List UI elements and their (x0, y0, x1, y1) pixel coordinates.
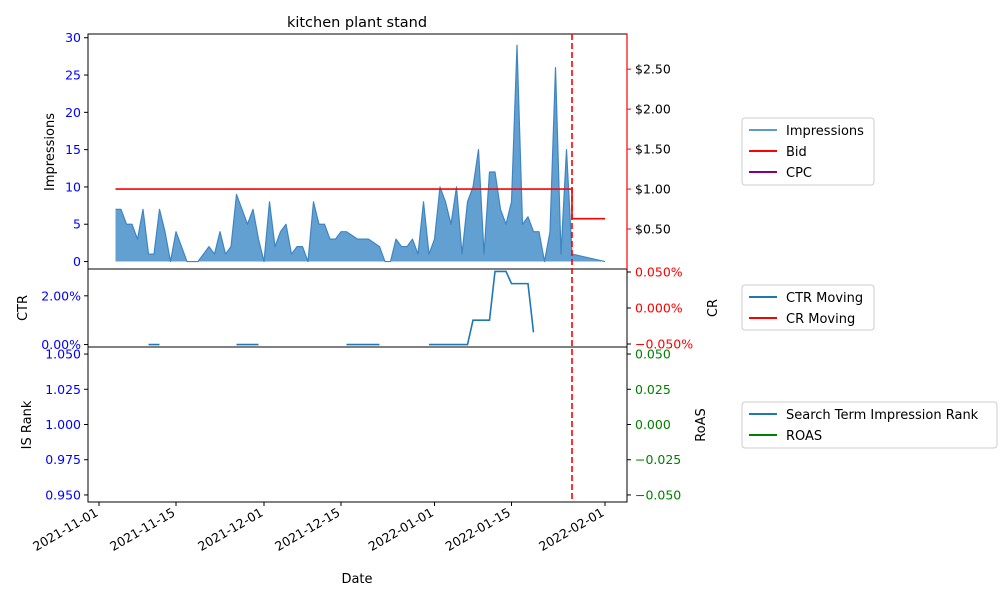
x-tick-label: 2021-11-15 (107, 505, 177, 554)
top-ytick-label: 30 (65, 30, 81, 45)
legend-impressions-label: Impressions (786, 124, 864, 139)
top-ytick-label: 0 (73, 254, 81, 269)
bottom-plot-frame (87, 346, 628, 503)
bottom-right-ytick-label: −0.050 (635, 487, 681, 502)
legend-bottom: Search Term Impression Rank ROAS (741, 401, 998, 449)
top-right-ytick-label: $2.50 (635, 62, 671, 77)
top-right-ytick-label: $1.00 (635, 182, 671, 197)
top-right-ytick-label: $1.50 (635, 142, 671, 157)
middle-right-ytick-label: 0.050% (635, 265, 683, 280)
legend-top: Impressions Bid CPC (741, 117, 875, 186)
ctr-moving-line (429, 270, 535, 346)
legend-middle: CTR Moving CR Moving (741, 284, 875, 331)
middle-ytick-label: 0.00% (41, 337, 81, 352)
top-ytick-label: 20 (65, 105, 81, 120)
x-tick-label: 2021-12-15 (272, 505, 342, 554)
impressions-line (115, 44, 606, 263)
x-tick-label: 2022-01-15 (443, 505, 513, 554)
middle-ytick-label: 2.00% (41, 288, 81, 303)
bottom-right-ytick-label: 0.000 (635, 417, 671, 432)
legend-bid-label: Bid (786, 145, 807, 160)
x-tick-label: 2022-02-01 (536, 505, 606, 554)
legend-cpc-label: CPC (786, 166, 812, 181)
legend-roas-label: ROAS (786, 429, 822, 444)
x-tick-label: 2022-01-01 (366, 505, 436, 554)
top-ytick-label: 25 (65, 68, 81, 83)
legend-top-box (741, 117, 875, 186)
x-tick-label: 2021-11-01 (30, 505, 100, 554)
bottom-ytick-label: 1.050 (45, 347, 81, 362)
middle-panel: 0.00% 2.00% −0.050% 0.000% 0.050% (41, 265, 693, 353)
top-right-ytick-label: $2.00 (635, 102, 671, 117)
bottom-right-ytick-label: −0.025 (635, 452, 681, 467)
bottom-ytick-label: 0.975 (45, 452, 81, 467)
top-ytick-label: 10 (65, 179, 81, 194)
legend-bottom-box (741, 401, 998, 449)
x-axis: 2021-11-01 2021-11-15 2021-12-01 2021-12-15… (30, 34, 607, 554)
bottom-right-ylabel: RoAS (694, 408, 709, 442)
top-ytick-label: 15 (65, 142, 81, 157)
legend-rank-label: Search Term Impression Rank (786, 408, 979, 423)
top-plot-frame (87, 33, 628, 270)
middle-right-ytick-label: −0.050% (635, 337, 693, 352)
impressions-area (115, 45, 605, 262)
top-right-ytick-label: $0.50 (635, 222, 671, 237)
legend-cr-label: CR Moving (786, 312, 855, 327)
bottom-ytick-label: 1.000 (45, 417, 81, 432)
bottom-panel: 0.950 0.975 1.000 1.025 1.050 −0.050 −0.025 0.0… (45, 347, 681, 503)
bottom-ytick-label: 0.950 (45, 487, 81, 502)
middle-right-ylabel: CR (706, 299, 721, 317)
bottom-ytick-label: 1.025 (45, 382, 81, 397)
bottom-ylabel: IS Rank (20, 400, 35, 449)
bottom-right-ytick-label: 0.025 (635, 382, 671, 397)
chart-title: kitchen plant stand (287, 15, 427, 31)
legend-ctr-label: CTR Moving (786, 291, 863, 306)
top-ytick-label: 5 (73, 217, 81, 232)
middle-ylabel: CTR (16, 295, 31, 321)
middle-plot-frame (87, 268, 628, 348)
x-tick-label: 2021-12-01 (195, 505, 265, 554)
middle-right-ytick-label: 0.000% (635, 301, 683, 316)
top-ylabel: Impressions (43, 113, 58, 191)
bid-line (115, 188, 605, 220)
x-axis-label: Date (341, 572, 372, 587)
top-panel: 0 5 10 15 20 25 30 $0.50 $1.00 $1.50 $2.00 $2.50 (65, 30, 671, 269)
bottom-right-ytick-label: 0.050 (635, 347, 671, 362)
